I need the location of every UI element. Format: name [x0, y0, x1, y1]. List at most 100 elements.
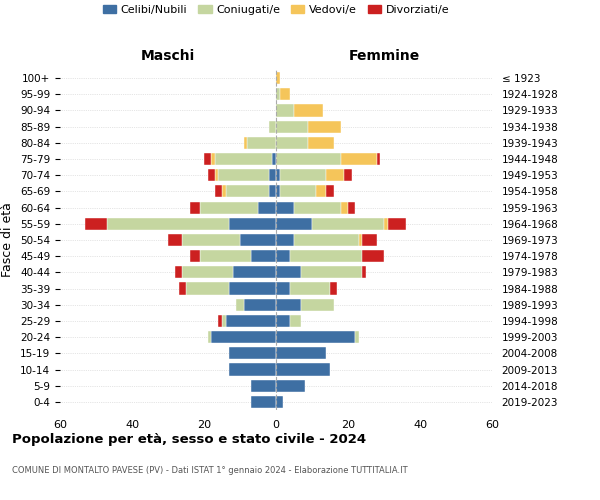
Bar	[179, 282, 186, 294]
Bar	[384, 218, 388, 230]
Bar	[251, 380, 276, 392]
Bar	[215, 186, 222, 198]
Bar	[276, 88, 280, 101]
Bar	[222, 186, 226, 198]
Text: COMUNE DI MONTALTO PAVESE (PV) - Dati ISTAT 1° gennaio 2024 - Elaborazione TUTTI: COMUNE DI MONTALTO PAVESE (PV) - Dati IS…	[12, 466, 407, 475]
Bar	[276, 218, 312, 230]
Bar	[276, 72, 280, 84]
Bar	[362, 234, 377, 246]
Bar	[233, 266, 276, 278]
Bar	[276, 169, 280, 181]
Bar	[276, 364, 330, 376]
Bar	[107, 218, 229, 230]
Bar	[240, 234, 276, 246]
Bar	[244, 137, 247, 149]
Bar	[377, 153, 380, 165]
Bar	[294, 234, 359, 246]
Bar	[229, 218, 276, 230]
Bar	[308, 120, 341, 132]
Bar	[326, 186, 334, 198]
Bar	[168, 234, 182, 246]
Bar	[85, 218, 107, 230]
Bar	[312, 218, 384, 230]
Bar	[190, 250, 200, 262]
Bar	[190, 202, 200, 213]
Bar	[175, 266, 182, 278]
Bar	[269, 120, 276, 132]
Bar	[276, 120, 308, 132]
Bar	[341, 153, 377, 165]
Bar	[276, 380, 305, 392]
Bar	[359, 234, 362, 246]
Bar	[362, 250, 384, 262]
Bar	[218, 169, 269, 181]
Bar	[186, 282, 229, 294]
Bar	[244, 298, 276, 311]
Bar	[258, 202, 276, 213]
Bar	[251, 250, 276, 262]
Bar	[276, 202, 294, 213]
Bar	[388, 218, 406, 230]
Legend: Celibi/Nubili, Coniugati/e, Vedovi/e, Divorziati/e: Celibi/Nubili, Coniugati/e, Vedovi/e, Di…	[98, 1, 454, 20]
Bar	[276, 315, 290, 327]
Bar	[269, 186, 276, 198]
Bar	[308, 137, 334, 149]
Bar	[290, 250, 362, 262]
Bar	[229, 282, 276, 294]
Bar	[330, 282, 337, 294]
Bar	[348, 202, 355, 213]
Bar	[280, 169, 326, 181]
Bar	[251, 396, 276, 408]
Bar	[276, 153, 341, 165]
Bar	[218, 315, 222, 327]
Bar	[208, 331, 211, 343]
Bar	[301, 298, 334, 311]
Bar	[276, 104, 294, 117]
Bar	[215, 153, 272, 165]
Bar	[204, 153, 211, 165]
Bar	[182, 266, 233, 278]
Bar	[211, 331, 276, 343]
Text: Maschi: Maschi	[141, 48, 195, 62]
Bar	[290, 282, 330, 294]
Bar	[222, 315, 226, 327]
Bar	[280, 186, 316, 198]
Bar	[276, 282, 290, 294]
Bar	[344, 169, 352, 181]
Bar	[276, 348, 326, 360]
Y-axis label: Fasce di età: Fasce di età	[1, 202, 14, 278]
Bar	[236, 298, 244, 311]
Text: Popolazione per età, sesso e stato civile - 2024: Popolazione per età, sesso e stato civil…	[12, 432, 366, 446]
Bar	[294, 202, 341, 213]
Bar	[362, 266, 366, 278]
Bar	[215, 169, 218, 181]
Bar	[276, 298, 301, 311]
Bar	[200, 250, 251, 262]
Bar	[182, 234, 240, 246]
Bar	[276, 266, 301, 278]
Bar	[276, 186, 280, 198]
Bar	[276, 234, 294, 246]
Bar	[276, 250, 290, 262]
Bar	[316, 186, 326, 198]
Bar	[355, 331, 359, 343]
Bar	[247, 137, 276, 149]
Bar	[341, 202, 348, 213]
Bar	[272, 153, 276, 165]
Bar	[326, 169, 344, 181]
Bar	[280, 88, 290, 101]
Bar	[276, 396, 283, 408]
Bar	[294, 104, 323, 117]
Bar	[226, 315, 276, 327]
Bar	[211, 153, 215, 165]
Bar	[226, 186, 269, 198]
Bar	[290, 315, 301, 327]
Bar	[229, 364, 276, 376]
Text: Femmine: Femmine	[349, 48, 419, 62]
Bar	[208, 169, 215, 181]
Bar	[276, 137, 308, 149]
Bar	[276, 331, 355, 343]
Bar	[301, 266, 362, 278]
Bar	[200, 202, 258, 213]
Bar	[229, 348, 276, 360]
